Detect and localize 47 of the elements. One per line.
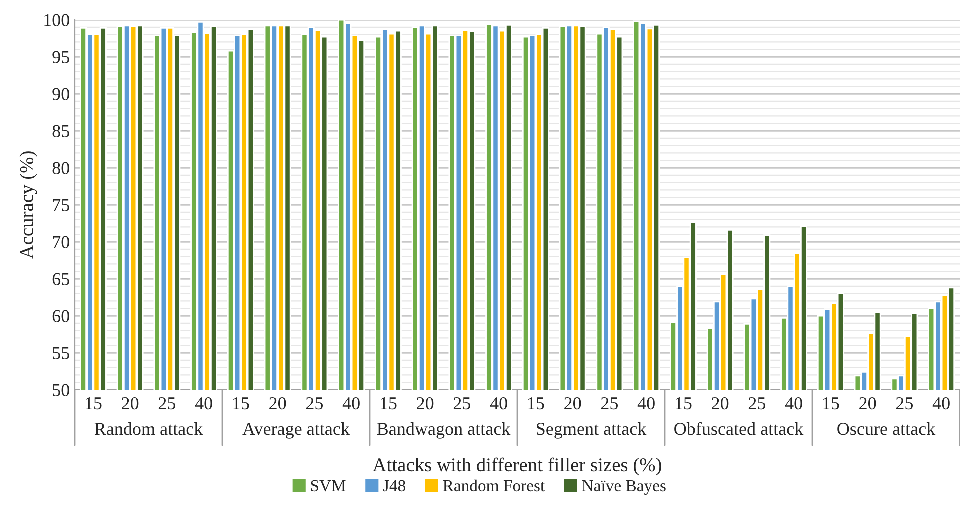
x-tick-label: 25 (896, 398, 914, 410)
x-tick-label: 15 (528, 398, 544, 410)
y-axis-title: Accuracy (%) (20, 152, 38, 260)
x-tick-label: 40 (195, 397, 212, 410)
x-tick-label: 15 (676, 398, 692, 410)
y-tick-label: 65 (52, 273, 70, 286)
x-tick-label: 40 (932, 397, 950, 410)
y-tick-label: 80 (52, 162, 70, 174)
text: Obfuscated attack (674, 422, 804, 436)
x-tick-label: 40 (638, 397, 655, 410)
legend-label: Random Forest (443, 480, 546, 492)
y-tick-label: 90 (52, 88, 70, 100)
x-tick-label: 25 (306, 398, 324, 410)
x-tick-label: 40 (785, 397, 802, 410)
y-tick-label: 75 (53, 199, 70, 212)
legend-label: SVM (311, 480, 346, 492)
x-tick-label: 40 (342, 397, 360, 410)
x-axis-title: Attacks with different filler sizes (%) (372, 458, 662, 476)
legend-label: J48 (383, 480, 406, 492)
x-tick-label: 20 (122, 397, 139, 410)
x-tick-label: 25 (454, 398, 471, 410)
x-tick-label: 15 (381, 398, 397, 410)
text: Oscure attack (838, 422, 936, 436)
x-tick-label: 25 (748, 398, 766, 410)
y-tick-label: 85 (52, 125, 70, 138)
text: Bandwagon attack (377, 422, 511, 439)
text: Average attack (242, 422, 350, 439)
x-tick-label: 20 (564, 397, 582, 410)
x-tick-label: 15 (824, 398, 840, 410)
y-tick-label: 70 (53, 236, 70, 248)
y-tick-label: 50 (53, 384, 70, 396)
x-tick-label: 15 (86, 398, 102, 410)
x-tick-label: 25 (601, 398, 618, 410)
legend-label: Naïve Bayes (582, 480, 666, 495)
x-tick-label: 20 (860, 397, 876, 410)
y-tick-label: 100 (44, 14, 70, 26)
x-tick-label: 20 (270, 397, 286, 410)
x-tick-label: 40 (490, 397, 508, 410)
x-tick-label: 15 (234, 398, 250, 410)
y-tick-label: 60 (52, 310, 70, 322)
text: Random attack (94, 422, 204, 436)
y-tick-label: 95 (52, 51, 70, 64)
x-tick-label: 20 (417, 397, 434, 410)
text: Segment attack (537, 422, 647, 439)
x-tick-label: 20 (712, 397, 729, 410)
x-tick-label: 25 (158, 398, 176, 410)
y-tick-label: 55 (53, 347, 70, 360)
